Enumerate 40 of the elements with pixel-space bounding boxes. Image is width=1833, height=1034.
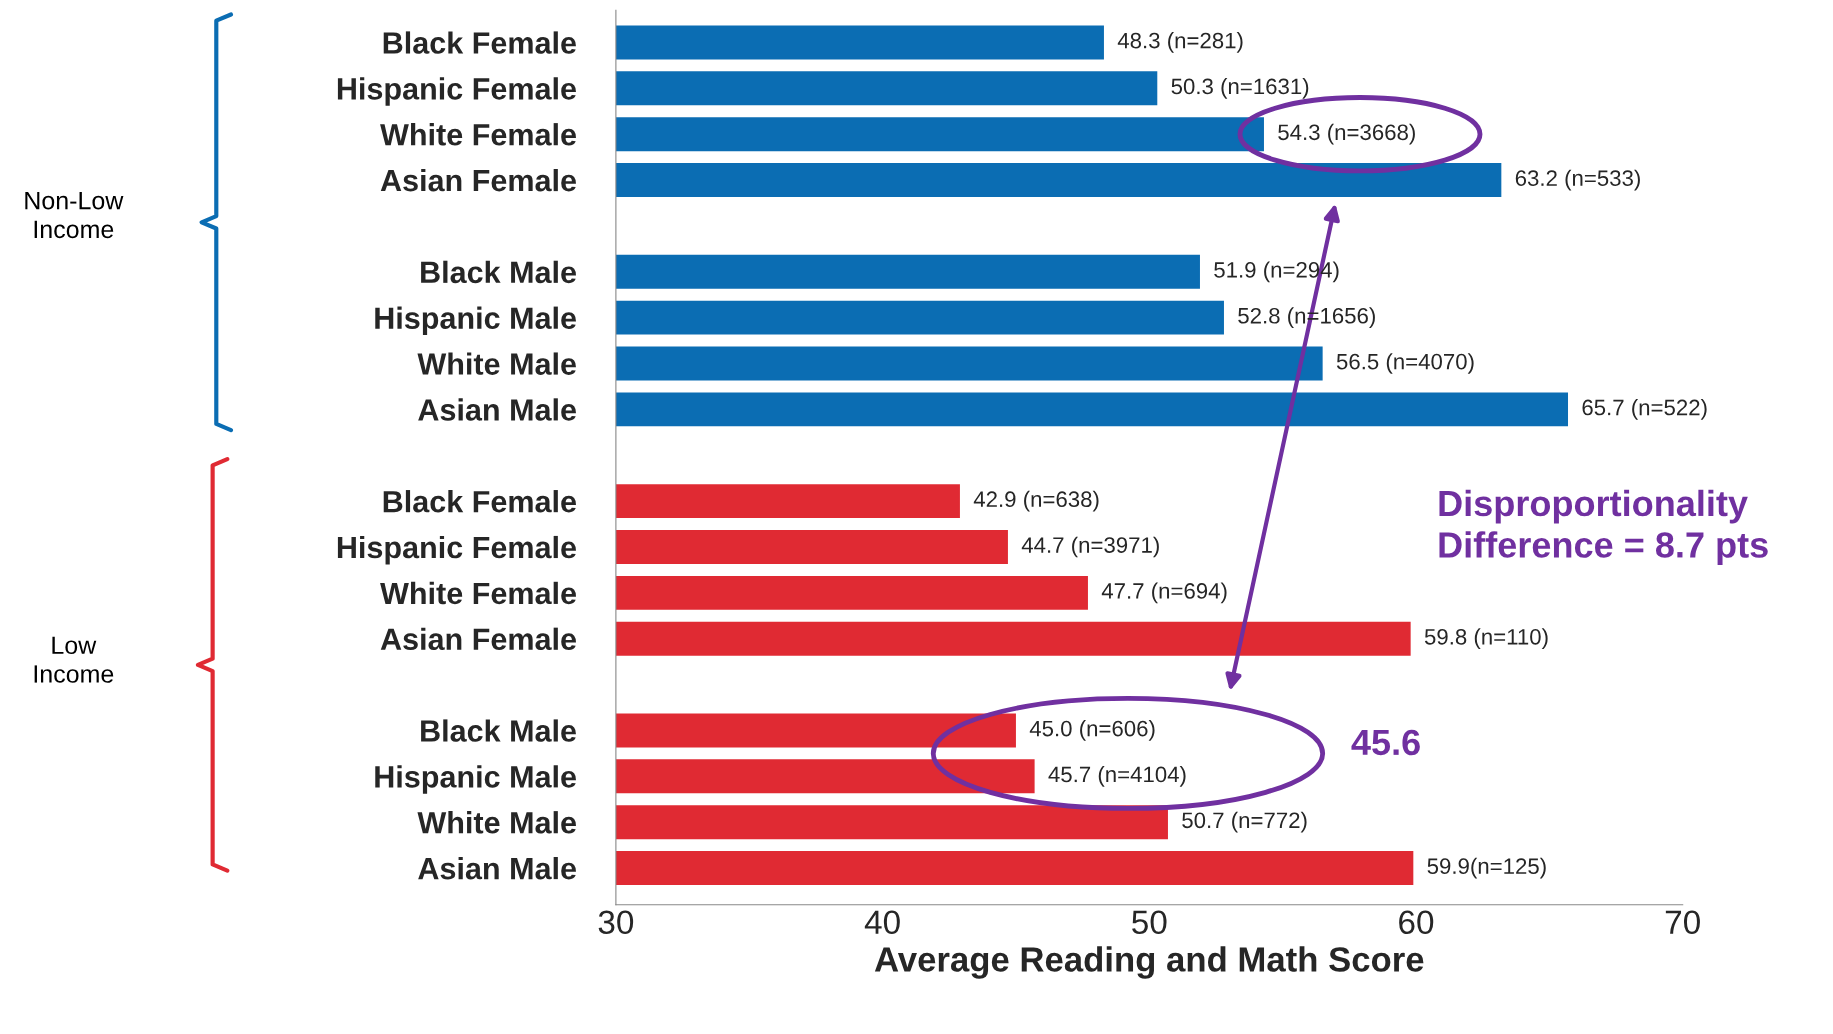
y-tick-label: Hispanic Male — [375, 765, 576, 794]
annotation: 45.6 — [1351, 729, 1420, 756]
text: Low Income — [34, 636, 114, 683]
data-label: 59.9(n=125) — [1427, 857, 1546, 879]
y-tick-label: Asian Male — [418, 398, 576, 421]
x-tick-label: 50 — [1132, 910, 1167, 935]
data-label: 45.0 (n=606) — [1029, 720, 1155, 741]
text: Non-Low Income — [25, 192, 124, 239]
data-label: 45.7 (n=4104) — [1048, 765, 1186, 787]
data-label: 50.3 (n=1631) — [1171, 77, 1309, 99]
y-tick-label: White Male — [417, 352, 576, 375]
data-label: 59.8 (n=110) — [1424, 628, 1548, 650]
x-tick-label: 70 — [1665, 910, 1700, 935]
y-tick-label: Hispanic Female — [337, 77, 576, 106]
data-label: 54.3 (n=3668) — [1278, 123, 1415, 145]
data-label: 63.2 (n=533) — [1515, 169, 1640, 191]
y-tick-label: White Male — [417, 811, 576, 834]
data-label: 65.7 (n=522) — [1582, 399, 1707, 420]
y-tick-label: Black Male — [421, 260, 576, 284]
y-tick-label: Asian Female — [380, 168, 576, 192]
y-tick-label: Asian Female — [380, 627, 576, 651]
y-tick-label: Black Male — [421, 719, 576, 742]
data-label: 50.7 (n=772) — [1182, 811, 1307, 833]
data-label: 56.5 (n=4070) — [1336, 353, 1474, 374]
x-tick-label: 60 — [1399, 910, 1434, 935]
x-tick-label: 30 — [598, 910, 634, 935]
y-tick-label: Black Female — [383, 31, 576, 54]
data-label: 47.7 (n=694) — [1101, 582, 1227, 604]
data-label: 44.7 (n=3971) — [1021, 536, 1159, 558]
x-axis-title: Average Reading and Math Score — [874, 946, 1424, 979]
y-tick-label: Hispanic Female — [337, 535, 576, 565]
y-tick-label: White Female — [380, 123, 576, 146]
y-tick-label: Asian Male — [418, 856, 576, 880]
y-tick-label: White Female — [380, 581, 576, 605]
y-tick-label: Black Female — [383, 490, 576, 513]
annotation: Disproportionality Difference = 8.7 pts — [1439, 489, 1768, 565]
data-label: 48.3 (n=281) — [1117, 32, 1243, 53]
data-label: 42.9 (n=638) — [973, 490, 1099, 512]
y-tick-label: Hispanic Male — [375, 306, 576, 336]
x-tick-label: 40 — [864, 910, 900, 935]
